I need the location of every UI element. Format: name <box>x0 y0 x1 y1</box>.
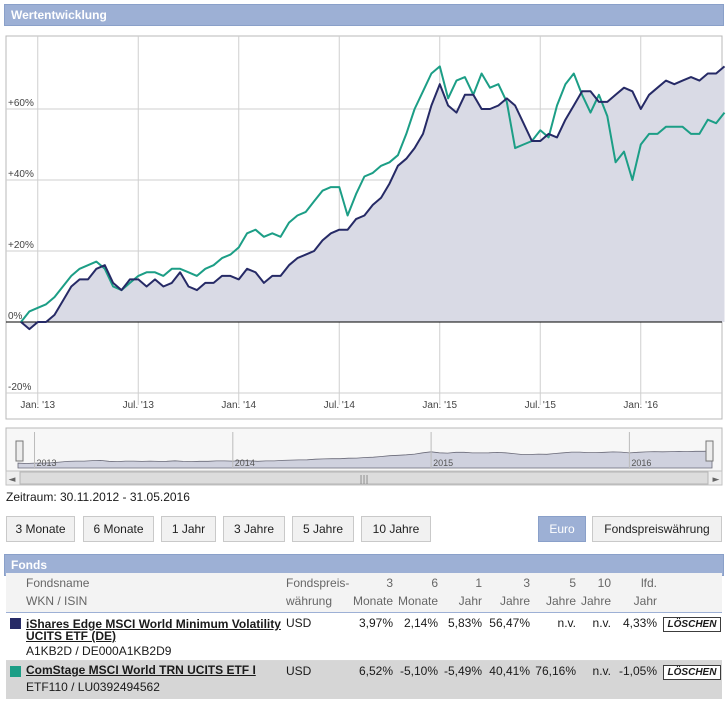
header-3y: 3 <box>523 576 530 590</box>
header-5y: 5 <box>569 576 576 590</box>
scroll-grip-icon: ||| <box>359 475 368 485</box>
x-tick-label: Jan. '15 <box>422 400 457 411</box>
series-line-comstage <box>20 65 726 323</box>
period-6m-button[interactable]: 6 Monate <box>83 516 154 542</box>
period-3m-button[interactable]: 3 Monate <box>6 516 75 542</box>
fund-ids: A1KB2D / DE000A1KB2D9 <box>26 644 172 658</box>
fund-name-link[interactable]: iShares Edge MSCI World Minimum Volatili… <box>26 617 281 643</box>
header-10y-2: Jahre <box>580 594 611 608</box>
y-tick-label: +40% <box>8 169 34 180</box>
series-line-ishares <box>20 65 726 331</box>
header-wkn-isin: WKN / ISIN <box>26 594 88 608</box>
navigator-scroll-thumb[interactable] <box>19 471 709 485</box>
period-10y-button[interactable]: 10 Jahre <box>361 516 431 542</box>
perf-10y: n.v. <box>592 664 611 678</box>
header-ytd: lfd. <box>640 576 657 590</box>
period-1y-button[interactable]: 1 Jahr <box>161 516 216 542</box>
fund-currency-button[interactable]: Fondspreiswährung <box>592 516 722 542</box>
perf-3y: 40,41% <box>489 664 530 678</box>
delete-fund-button[interactable]: LÖSCHEN <box>663 665 721 680</box>
x-tick-label: Jan. '16 <box>623 400 658 411</box>
fund-name-link[interactable]: ComStage MSCI World TRN UCITS ETF I <box>26 663 256 677</box>
panel-title: Wertentwicklung <box>4 4 724 26</box>
header-3m: 3 <box>386 576 393 590</box>
performance-chart: +60% +40% +20% 0% -20% Jan. '13 Jul. '13 Jan. … <box>5 35 726 486</box>
series-color-swatch <box>10 618 21 629</box>
series-color-swatch <box>10 666 21 677</box>
header-10y: 10 <box>597 576 611 590</box>
y-tick-label: -20% <box>8 382 31 393</box>
perf-3y: 56,47% <box>489 616 530 630</box>
header-5y-2: Jahre <box>545 594 576 608</box>
navigator-year-label: 2016 <box>631 458 651 468</box>
navigator-left-handle[interactable] <box>15 440 24 462</box>
perf-1y: -5,49% <box>443 664 482 678</box>
delete-fund-button[interactable]: LÖSCHEN <box>663 617 721 632</box>
perf-1y: 5,83% <box>447 616 482 630</box>
euro-currency-button[interactable]: Euro <box>538 516 586 542</box>
perf-ytd: 4,33% <box>622 616 657 630</box>
period-5y-button[interactable]: 5 Jahre <box>292 516 354 542</box>
header-currency: Fondspreis- <box>286 576 350 590</box>
perf-5y: 76,16% <box>535 664 576 678</box>
x-tick-label: Jul. '13 <box>123 400 155 411</box>
x-tick-label: Jul. '15 <box>525 400 557 411</box>
perf-3m: 3,97% <box>358 616 393 630</box>
series-area-fill <box>21 66 725 330</box>
x-tick-label: Jul. '14 <box>324 400 356 411</box>
perf-10y: n.v. <box>592 616 611 630</box>
fund-ids: ETF110 / LU0392494562 <box>26 680 160 694</box>
header-3m-2: Monate <box>352 594 393 608</box>
y-tick-label: +20% <box>8 240 34 251</box>
navigator-year-label: 2015 <box>433 458 453 468</box>
header-6m: 6 <box>431 576 438 590</box>
fund-currency: USD <box>286 616 312 630</box>
y-tick-label: 0% <box>8 311 23 322</box>
period-3y-button[interactable]: 3 Jahre <box>223 516 285 542</box>
period-range: Zeitraum: 30.11.2012 - 31.05.2016 <box>6 490 190 504</box>
navigator-year-label: 2014 <box>235 458 255 468</box>
x-tick-label: Jan. '14 <box>221 400 256 411</box>
perf-6m: -5,10% <box>399 664 438 678</box>
perf-3m: 6,52% <box>358 664 393 678</box>
header-1y: 1 <box>475 576 482 590</box>
perf-ytd: -1,05% <box>618 664 657 678</box>
header-3y-2: Jahre <box>499 594 530 608</box>
fund-row: iShares Edge MSCI World Minimum Volatili… <box>6 613 722 661</box>
navigator-year-label: 2013 <box>37 458 57 468</box>
header-6m-2: Monate <box>397 594 438 608</box>
fund-currency: USD <box>286 664 312 678</box>
header-fund-name: Fondsname <box>26 576 90 590</box>
navigator-series <box>17 450 713 469</box>
scroll-right-icon[interactable]: ► <box>713 475 720 485</box>
y-tick-label: +60% <box>8 98 34 109</box>
fund-row: ComStage MSCI World TRN UCITS ETF I ETF1… <box>6 661 722 699</box>
header-1y-2: Jahr <box>458 594 482 608</box>
x-tick-label: Jan. '13 <box>20 400 55 411</box>
funds-table-header: Fondsname WKN / ISIN Fondspreis- währung… <box>6 573 722 613</box>
scroll-left-icon[interactable]: ◄ <box>9 475 16 485</box>
header-ytd-2: Jahr <box>633 594 657 608</box>
header-currency-2: währung <box>286 594 333 608</box>
perf-6m: 2,14% <box>403 616 438 630</box>
navigator-right-handle[interactable] <box>705 440 714 462</box>
perf-5y: n.v. <box>557 616 576 630</box>
